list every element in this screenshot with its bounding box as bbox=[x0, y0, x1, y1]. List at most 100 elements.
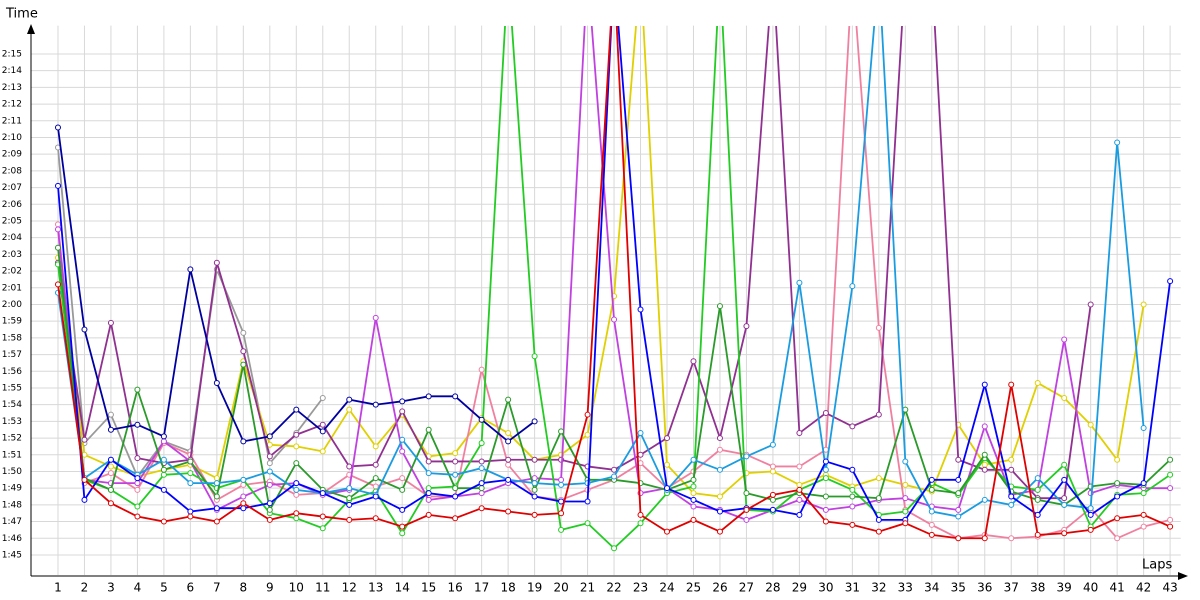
point bbox=[240, 361, 247, 368]
point bbox=[293, 431, 300, 438]
x-tick-label: 3 bbox=[107, 581, 115, 595]
point bbox=[505, 430, 512, 437]
point bbox=[399, 530, 406, 537]
point bbox=[955, 456, 962, 463]
point bbox=[134, 513, 141, 520]
point bbox=[425, 490, 432, 497]
point bbox=[849, 503, 856, 510]
point bbox=[531, 480, 538, 487]
point bbox=[452, 471, 459, 478]
point bbox=[716, 508, 723, 515]
point bbox=[955, 490, 962, 497]
point bbox=[372, 475, 379, 482]
point bbox=[293, 443, 300, 450]
y-tick-label: 2:10 bbox=[2, 133, 22, 143]
point bbox=[425, 393, 432, 400]
y-tick-label: 1:51 bbox=[2, 450, 22, 460]
point bbox=[716, 435, 723, 442]
y-tick-label: 2:00 bbox=[2, 300, 22, 310]
point bbox=[1114, 493, 1121, 500]
point bbox=[346, 516, 353, 523]
x-tick-label: 38 bbox=[1030, 581, 1045, 595]
point bbox=[558, 526, 565, 533]
point bbox=[928, 476, 935, 483]
x-arrow bbox=[1178, 572, 1188, 580]
series-line bbox=[57, 26, 1145, 518]
y-tick-label: 1:58 bbox=[2, 333, 22, 343]
point bbox=[399, 408, 406, 415]
point bbox=[293, 460, 300, 467]
point bbox=[822, 466, 829, 473]
point bbox=[928, 521, 935, 528]
point bbox=[1114, 480, 1121, 487]
x-tick-label: 25 bbox=[686, 581, 701, 595]
point bbox=[399, 506, 406, 513]
y-tick-label: 2:07 bbox=[2, 183, 22, 193]
y-tick-label: 2:02 bbox=[2, 267, 22, 277]
x-tick-label: 8 bbox=[240, 581, 248, 595]
point bbox=[478, 440, 485, 447]
point bbox=[452, 493, 459, 500]
point bbox=[478, 366, 485, 373]
point bbox=[346, 485, 353, 492]
x-tick-label: 15 bbox=[421, 581, 436, 595]
point bbox=[293, 406, 300, 413]
point bbox=[690, 496, 697, 503]
point bbox=[981, 461, 988, 468]
x-tick-label: 29 bbox=[792, 581, 807, 595]
y-tick-label: 1:59 bbox=[2, 317, 22, 327]
point bbox=[425, 511, 432, 518]
point bbox=[664, 485, 671, 492]
point bbox=[849, 521, 856, 528]
point bbox=[1167, 471, 1174, 478]
y-tick-label: 1:52 bbox=[2, 434, 22, 444]
point bbox=[743, 453, 750, 460]
point bbox=[266, 468, 273, 475]
point bbox=[134, 503, 141, 510]
x-tick-label: 1 bbox=[54, 581, 62, 595]
y-tick-label: 2:08 bbox=[2, 166, 22, 176]
point bbox=[1087, 511, 1094, 518]
point bbox=[187, 458, 194, 465]
y-tick-label: 1:45 bbox=[2, 550, 22, 560]
point bbox=[769, 468, 776, 475]
point bbox=[319, 428, 326, 435]
point bbox=[187, 513, 194, 520]
point bbox=[664, 528, 671, 535]
y-tick-label: 2:14 bbox=[2, 66, 22, 76]
x-tick-label: 33 bbox=[898, 581, 913, 595]
point bbox=[1061, 461, 1068, 468]
y-tick-label: 1:48 bbox=[2, 500, 22, 510]
point bbox=[478, 416, 485, 423]
x-tick-label: 27 bbox=[739, 581, 754, 595]
point bbox=[134, 480, 141, 487]
point bbox=[478, 485, 485, 492]
point bbox=[54, 244, 61, 251]
point bbox=[637, 520, 644, 527]
y-tick-label: 2:11 bbox=[2, 116, 22, 126]
point bbox=[134, 486, 141, 493]
y-arrow bbox=[27, 24, 35, 34]
point bbox=[1140, 425, 1147, 432]
point bbox=[558, 481, 565, 488]
point bbox=[107, 456, 114, 463]
point bbox=[240, 348, 247, 355]
y-axis-label: Time bbox=[5, 7, 38, 22]
point bbox=[213, 493, 220, 500]
point bbox=[875, 528, 882, 535]
point bbox=[743, 323, 750, 330]
point bbox=[1114, 515, 1121, 522]
point bbox=[505, 396, 512, 403]
point bbox=[796, 486, 803, 493]
point bbox=[266, 500, 273, 507]
point bbox=[902, 508, 909, 515]
point bbox=[1087, 505, 1094, 512]
point bbox=[1140, 490, 1147, 497]
point bbox=[1087, 301, 1094, 308]
point bbox=[981, 381, 988, 388]
point bbox=[558, 476, 565, 483]
x-tick-label: 30 bbox=[818, 581, 833, 595]
point bbox=[1167, 456, 1174, 463]
y-tick-label: 2:04 bbox=[2, 233, 22, 243]
point bbox=[266, 453, 273, 460]
